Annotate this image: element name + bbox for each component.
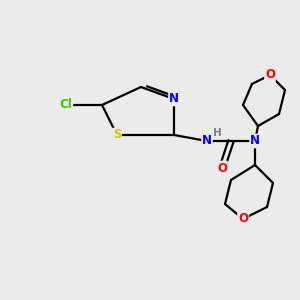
Text: H: H [213, 128, 222, 139]
Text: Cl: Cl [60, 98, 72, 112]
Text: O: O [238, 212, 248, 226]
Text: O: O [265, 68, 275, 82]
Text: O: O [217, 161, 227, 175]
Text: N: N [250, 134, 260, 148]
Text: S: S [113, 128, 121, 142]
Text: N: N [202, 134, 212, 148]
Text: N: N [169, 92, 179, 106]
